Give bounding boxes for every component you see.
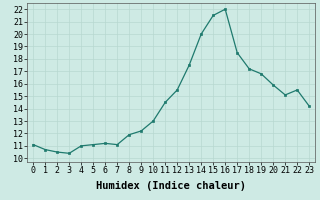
X-axis label: Humidex (Indice chaleur): Humidex (Indice chaleur) [96, 181, 246, 191]
